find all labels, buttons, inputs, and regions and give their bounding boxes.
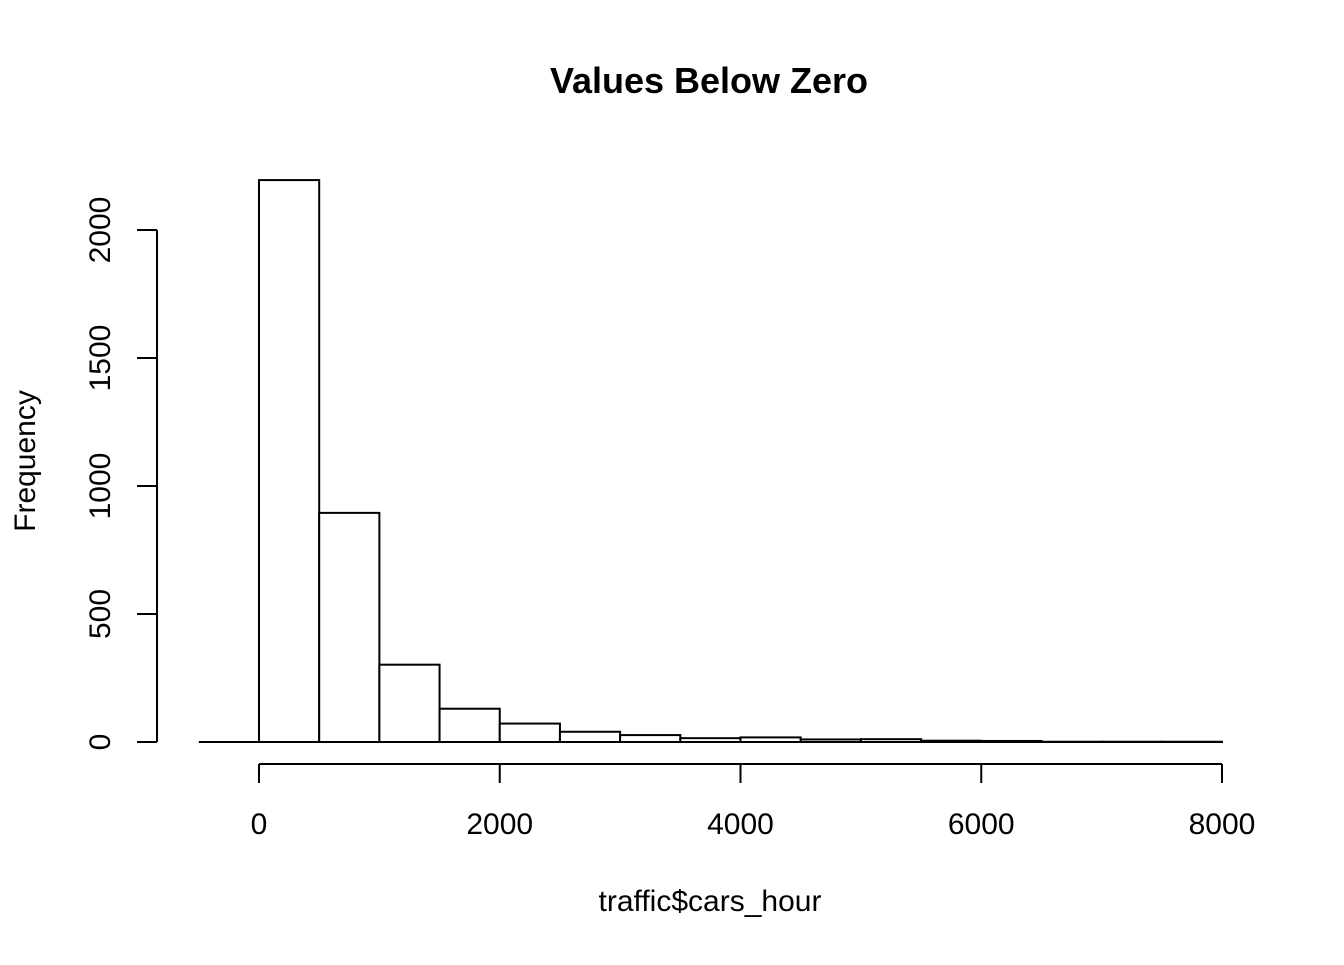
x-axis: 0 2000 4000 6000 8000 <box>251 764 1256 841</box>
x-tick-label: 0 <box>251 808 268 841</box>
x-tick-label: 6000 <box>948 808 1015 841</box>
y-tick-label: 1000 <box>84 453 117 520</box>
histogram-bar-2 <box>319 513 379 742</box>
histogram-bar-5 <box>500 724 560 742</box>
histogram-bar-12 <box>921 741 981 742</box>
y-tick-label: 2000 <box>84 197 117 264</box>
y-tick-label: 500 <box>84 589 117 639</box>
y-axis-title: Frequency <box>9 390 42 532</box>
histogram-bar-8 <box>680 738 740 742</box>
histogram-bar-10 <box>801 739 861 742</box>
histogram-bar-9 <box>741 737 801 742</box>
histogram-bar-3 <box>379 665 439 742</box>
chart-title: Values Below Zero <box>550 60 868 101</box>
histogram-bar-1 <box>259 180 319 742</box>
histogram-bar-13 <box>981 741 1041 742</box>
histogram-bar-11 <box>861 739 921 742</box>
bars-layer <box>199 180 1222 742</box>
y-axis: 0 500 1000 1500 2000 <box>84 197 157 751</box>
x-tick-label: 8000 <box>1189 808 1256 841</box>
x-axis-title: traffic$cars_hour <box>599 885 822 918</box>
y-tick-label: 1500 <box>84 325 117 392</box>
histogram-bar-6 <box>560 732 620 742</box>
x-tick-label: 2000 <box>466 808 533 841</box>
x-tick-label: 4000 <box>707 808 774 841</box>
y-tick-label: 0 <box>84 734 117 751</box>
histogram-bar-7 <box>620 735 680 742</box>
histogram-bar-4 <box>440 709 500 742</box>
